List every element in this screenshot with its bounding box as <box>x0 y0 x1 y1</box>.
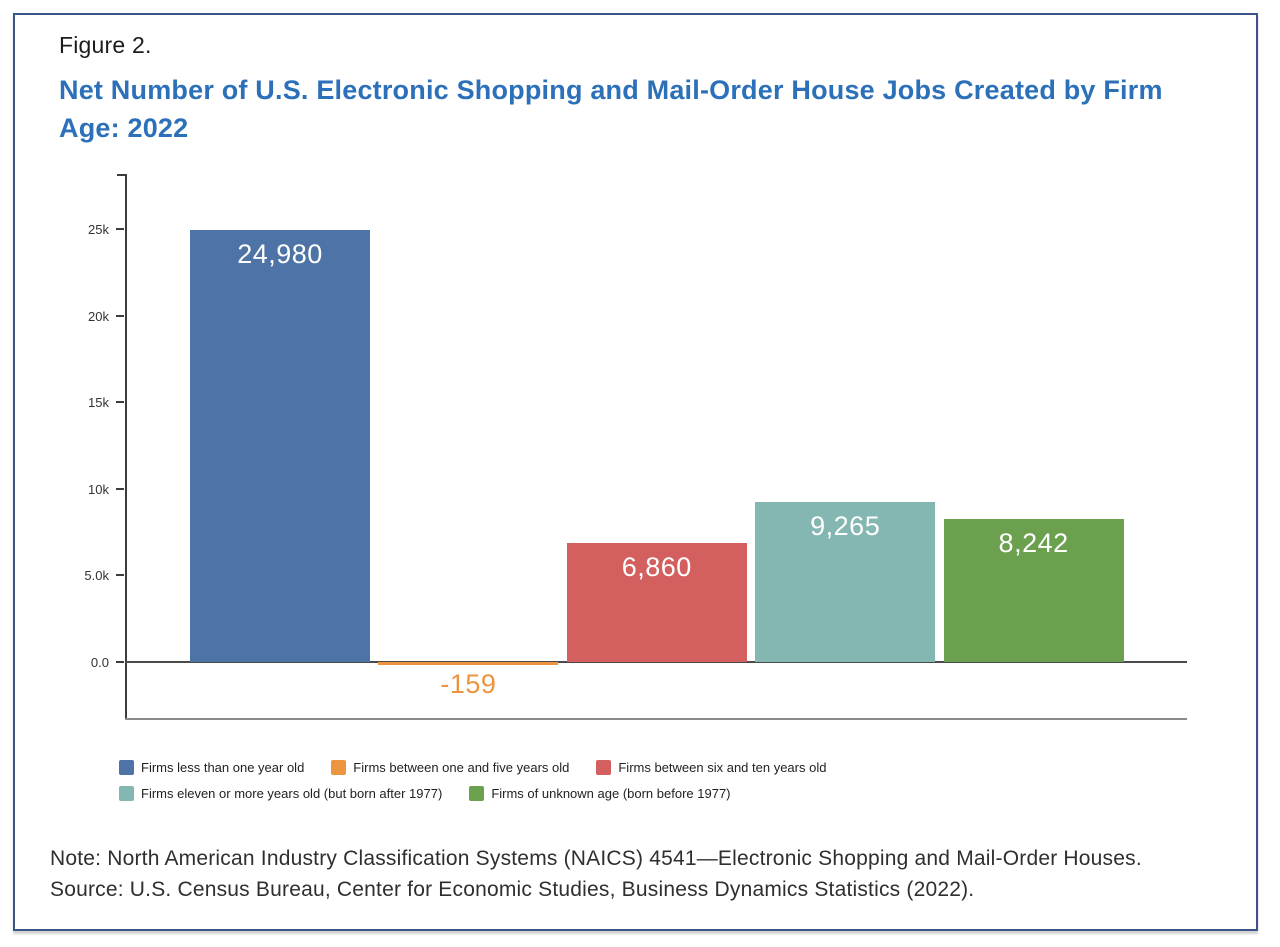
legend-swatch-icon <box>596 760 612 775</box>
figure-number: Figure 2. <box>59 32 152 58</box>
legend-label: Firms between one and five years old <box>353 760 570 775</box>
legend-swatch-icon <box>331 760 347 775</box>
footnotes: Note: North American Industry Classifica… <box>50 847 1230 909</box>
legend-label: Firms between six and ten years old <box>618 760 827 775</box>
bar-value-label-1: -159 <box>440 669 497 700</box>
y-axis-tick-label: 20k <box>88 308 109 324</box>
chart-legend: Firms less than one year old Firms betwee… <box>119 760 826 801</box>
legend-item-3: Firms eleven or more years old (but born… <box>119 786 442 801</box>
source-text: Source: U.S. Census Bureau, Center for E… <box>50 878 975 901</box>
bar-2 <box>566 543 747 662</box>
y-axis-tick-label: 0.0 <box>90 655 109 671</box>
figure-title: Net Number of U.S. Electronic Shopping a… <box>59 75 1163 144</box>
y-axis-tick <box>116 661 124 664</box>
y-axis-tick <box>116 487 124 490</box>
note-text: Note: North American Industry Classifica… <box>50 847 1142 870</box>
legend-swatch-icon <box>119 760 134 775</box>
bar-chart: 25k 20k 15k 10k 5.0k 0.0 24,980 -159 6,860 9,265 8… <box>84 174 1187 720</box>
legend-row-1: Firms eleven or more years old (but born… <box>119 786 826 801</box>
y-axis-tick <box>116 314 124 317</box>
legend-item-0: Firms less than one year old <box>119 760 304 775</box>
zero-baseline <box>125 661 1187 664</box>
legend-label: Firms eleven or more years old (but born… <box>141 786 443 801</box>
y-axis-tick-label: 5.0k <box>84 568 109 584</box>
legend-item-1: Firms between one and five years old <box>331 760 569 775</box>
figure-border: Figure 2. Net Number of U.S. Electronic … <box>13 13 1258 931</box>
x-axis-line <box>125 718 1187 720</box>
legend-item-4: Firms of unknown age (born before 1977) <box>469 786 731 801</box>
legend-label: Firms less than one year old <box>141 760 305 775</box>
bar-value-label-2: 6,860 <box>621 552 692 583</box>
legend-label: Firms of unknown age (born before 1977) <box>491 786 731 801</box>
bar-value-label-0: 24,980 <box>237 238 323 269</box>
legend-item-2: Firms between six and ten years old <box>596 760 826 775</box>
y-axis-tick <box>116 574 124 577</box>
y-axis-tick <box>116 401 124 404</box>
bar-4 <box>943 519 1124 662</box>
bar-0 <box>190 229 370 663</box>
y-axis-tick <box>116 228 124 231</box>
bar-value-label-3: 9,265 <box>810 510 881 541</box>
legend-row-0: Firms less than one year old Firms betwee… <box>119 760 826 775</box>
bar-1 <box>378 662 559 665</box>
bar-3 <box>755 501 936 662</box>
legend-swatch-icon <box>119 786 134 801</box>
bar-value-label-4: 8,242 <box>998 528 1069 559</box>
y-axis-tick-label: 15k <box>88 395 109 411</box>
y-axis-tick-label: 25k <box>88 222 109 238</box>
y-axis-tick-label: 10k <box>88 481 109 497</box>
legend-swatch-icon <box>469 786 485 801</box>
y-axis-top-cap <box>117 174 126 176</box>
y-axis-line <box>125 174 127 720</box>
